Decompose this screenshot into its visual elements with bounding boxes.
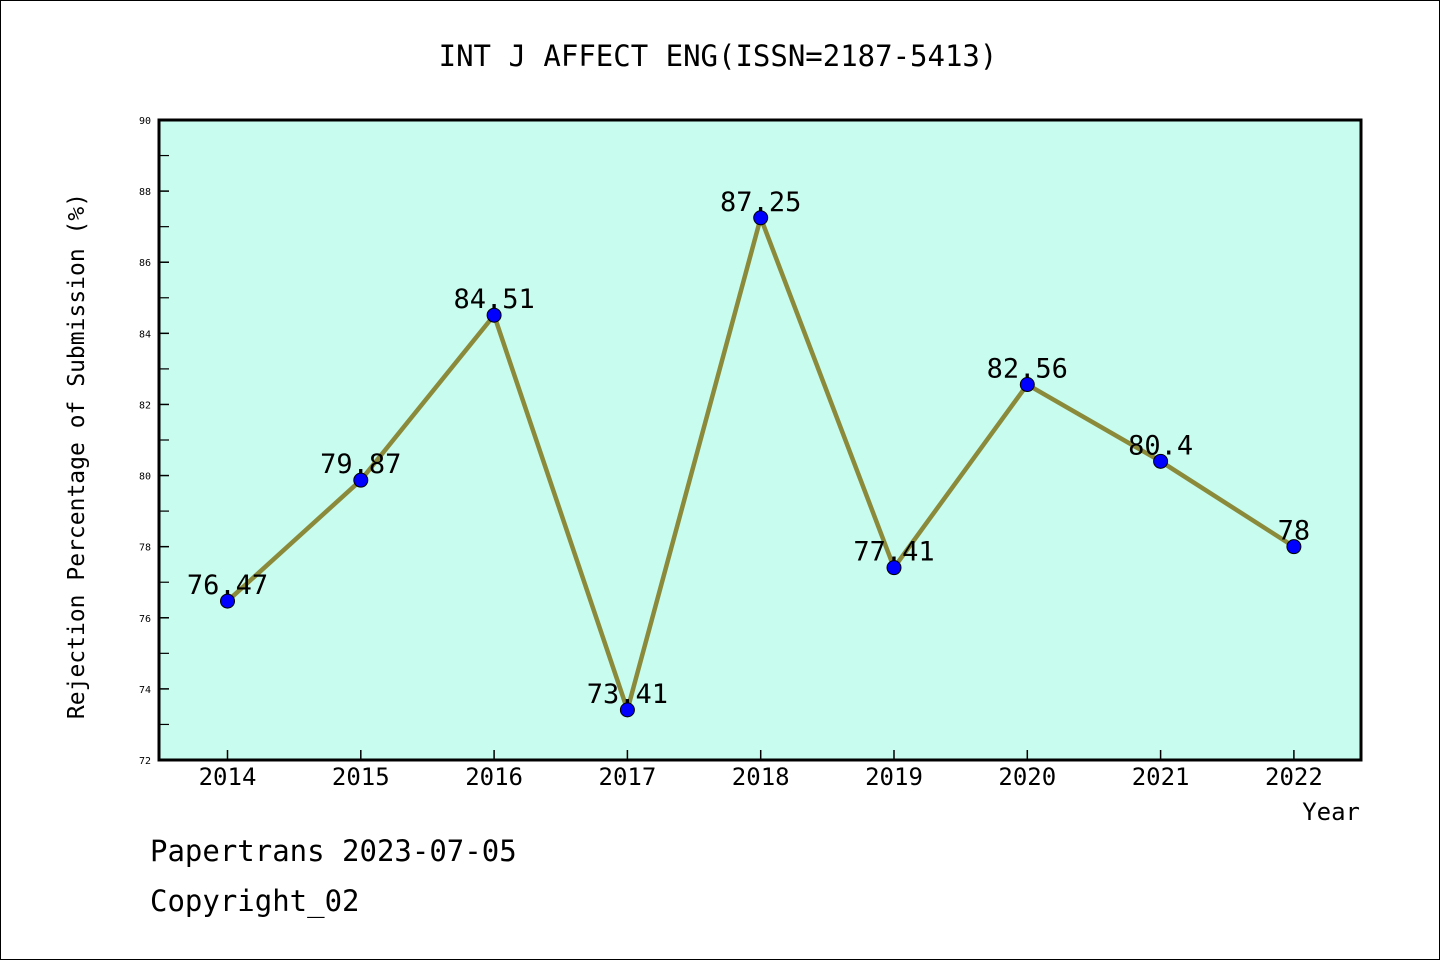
y-axis-label: Rejection Percentage of Submission (%) (64, 193, 90, 719)
footer-copyright: Copyright_02 (150, 884, 360, 918)
x-axis: 2014 2015 2016 2017 2018 2019 2020 2021 2022 (199, 750, 1323, 791)
data-label: 77.41 (853, 537, 934, 568)
data-point (1153, 453, 1169, 469)
data-point (619, 702, 635, 718)
data-label: 84.51 (453, 284, 534, 315)
data-point (486, 307, 502, 323)
x-tick-label: 2022 (1265, 763, 1323, 791)
data-point (353, 472, 369, 488)
data-labels: 76.47 79.87 84.51 73.41 87.25 77.41 82.56 80.4 7… (187, 187, 1310, 710)
y-tick-label: 84 (139, 329, 151, 340)
y-tick-label: 82 (139, 400, 151, 411)
data-label: 76.47 (187, 570, 268, 601)
x-tick-label: 2018 (732, 763, 790, 791)
y-tick-label: 90 (139, 116, 151, 127)
x-tick-label: 2021 (1132, 763, 1190, 791)
x-tick-label: 2017 (599, 763, 657, 791)
y-tick-label: 88 (139, 187, 151, 198)
x-axis-label: Year (1302, 798, 1360, 826)
y-tick-label: 86 (139, 258, 151, 269)
data-point (1019, 377, 1035, 393)
data-label: 73.41 (587, 679, 668, 710)
data-point (220, 593, 235, 609)
data-label: 87.25 (720, 187, 801, 218)
data-point (753, 210, 769, 226)
x-tick-label: 2020 (998, 763, 1056, 791)
x-tick-label: 2019 (865, 763, 923, 791)
y-tick-label: 72 (139, 756, 151, 767)
y-axis: 72 74 76 78 80 82 84 86 88 90 (139, 116, 169, 767)
x-tick-label: 2016 (465, 763, 523, 791)
chart-title: INT J AFFECT ENG(ISSN=2187-5413) (439, 39, 998, 73)
data-label: 78 (1278, 516, 1311, 547)
data-label: 79.87 (320, 449, 401, 480)
data-label: 80.4 (1128, 430, 1193, 461)
series-markers (220, 210, 1302, 718)
x-tick-label: 2014 (199, 763, 257, 791)
y-tick-label: 80 (139, 472, 151, 483)
data-label: 82.56 (987, 354, 1068, 385)
data-point (886, 560, 902, 576)
x-tick-label: 2015 (332, 763, 390, 791)
y-tick-label: 74 (139, 685, 151, 696)
y-tick-label: 78 (139, 543, 151, 554)
y-tick-label: 76 (139, 614, 151, 625)
data-point (1286, 539, 1302, 555)
footer-source: Papertrans 2023-07-05 (150, 834, 517, 868)
